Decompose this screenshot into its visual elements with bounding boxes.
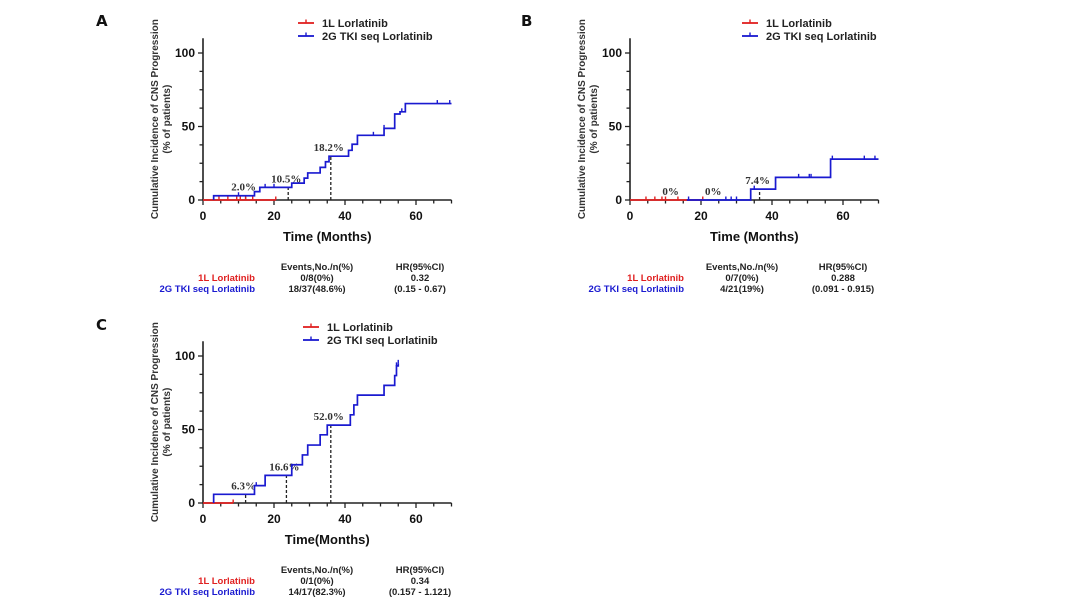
y-tick-label: 50 <box>609 120 623 134</box>
annotation-label: 18.2% <box>314 142 344 154</box>
annotation-label: 6.3% <box>231 480 256 492</box>
x-axis-title: Time(Months) <box>285 532 370 547</box>
table-row-label: 1L Lorlatinib <box>627 273 684 284</box>
chart-panel-c: C 0 20 40 60 0 50 100 Time(Months) Cumulative Inc… <box>96 316 453 598</box>
table-row-events: 14/17(82.3%) <box>288 587 345 598</box>
table-row-events: 4/21(19%) <box>720 284 764 295</box>
y-tick-label: 0 <box>188 496 195 510</box>
panel-label: B <box>521 12 532 30</box>
chart-panel-a: A 0 20 40 60 0 50 100 Time (Months) Cumulative In… <box>96 12 453 295</box>
annotation-label: 0% <box>705 186 722 198</box>
x-axis-title: Time (Months) <box>710 229 799 244</box>
table-row-label: 1L Lorlatinib <box>198 576 255 587</box>
x-tick-label: 40 <box>338 209 352 223</box>
y-tick-label: 100 <box>175 46 195 60</box>
series-line-2g-tki-seq-lorlatinib <box>212 102 452 200</box>
annotation-label: 52.0% <box>314 411 344 423</box>
y-axis-title: Cumulative Incidence of CNS Progression <box>150 19 161 219</box>
table-row-hr: (0.157 - 1.121) <box>389 587 451 598</box>
x-tick-label: 60 <box>836 209 850 223</box>
x-tick-label: 0 <box>200 209 207 223</box>
x-axis-title: Time (Months) <box>283 229 372 244</box>
y-axis-title: Cumulative Incidence of CNS Progression <box>577 19 588 219</box>
y-tick-label: 0 <box>615 193 622 207</box>
panel-label: C <box>96 316 107 334</box>
legend-label: 2G TKI seq Lorlatinib <box>327 335 438 347</box>
table-row-hr: 0.288 <box>831 273 855 284</box>
legend-label: 1L Lorlatinib <box>766 18 832 30</box>
legend-label: 1L Lorlatinib <box>322 18 388 30</box>
table-header-events: Events,No./n(%) <box>281 262 353 273</box>
annotation-label: 0% <box>662 186 679 198</box>
table-row-events: 0/1(0%) <box>300 576 333 587</box>
x-tick-label: 0 <box>627 209 634 223</box>
series-line-2g-tki-seq-lorlatinib <box>212 363 400 503</box>
table-row-hr: (0.15 - 0.67) <box>394 284 446 295</box>
y-axis-subtitle: (% of patients) <box>162 85 173 154</box>
table-row-label: 1L Lorlatinib <box>198 273 255 284</box>
table-row-label: 2G TKI seq Lorlatinib <box>159 284 255 295</box>
x-tick-label: 20 <box>267 209 281 223</box>
x-tick-label: 40 <box>765 209 779 223</box>
table-header-hr: HR(95%CI) <box>819 262 868 273</box>
table-row-hr: 0.34 <box>411 576 430 587</box>
table-header-hr: HR(95%CI) <box>396 565 445 576</box>
y-tick-label: 100 <box>602 46 622 60</box>
chart-panel-b: B 0 20 40 60 0 50 100 Time (Months) Cumulative In… <box>521 12 880 295</box>
x-tick-label: 60 <box>409 512 423 526</box>
y-axis-subtitle: (% of patients) <box>589 85 600 154</box>
legend-label: 1L Lorlatinib <box>327 322 393 334</box>
table-row-hr: 0.32 <box>411 273 430 284</box>
legend-label: 2G TKI seq Lorlatinib <box>766 31 877 43</box>
annotation-label: 16.6% <box>269 461 299 473</box>
y-tick-label: 50 <box>182 120 196 134</box>
y-tick-label: 0 <box>188 193 195 207</box>
y-tick-label: 100 <box>175 349 195 363</box>
table-row-events: 18/37(48.6%) <box>288 284 345 295</box>
table-header-events: Events,No./n(%) <box>706 262 778 273</box>
series-line-2g-tki-seq-lorlatinib <box>686 158 879 201</box>
y-axis-title: Cumulative Incidence of CNS Progression <box>150 322 161 522</box>
x-tick-label: 20 <box>267 512 281 526</box>
annotation-label: 7.4% <box>745 175 770 187</box>
table-row-label: 2G TKI seq Lorlatinib <box>588 284 684 295</box>
x-tick-label: 60 <box>409 209 423 223</box>
table-row-hr: (0.091 - 0.915) <box>812 284 874 295</box>
y-tick-label: 50 <box>182 423 196 437</box>
annotation-label: 2.0% <box>231 182 256 194</box>
panel-label: A <box>96 12 108 30</box>
table-row-label: 2G TKI seq Lorlatinib <box>159 587 255 598</box>
x-tick-label: 40 <box>338 512 352 526</box>
table-header-events: Events,No./n(%) <box>281 565 353 576</box>
x-tick-label: 0 <box>200 512 207 526</box>
table-row-events: 0/7(0%) <box>725 273 758 284</box>
table-header-hr: HR(95%CI) <box>396 262 445 273</box>
y-axis-subtitle: (% of patients) <box>162 388 173 457</box>
table-row-events: 0/8(0%) <box>300 273 333 284</box>
legend-label: 2G TKI seq Lorlatinib <box>322 31 433 43</box>
x-tick-label: 20 <box>694 209 708 223</box>
